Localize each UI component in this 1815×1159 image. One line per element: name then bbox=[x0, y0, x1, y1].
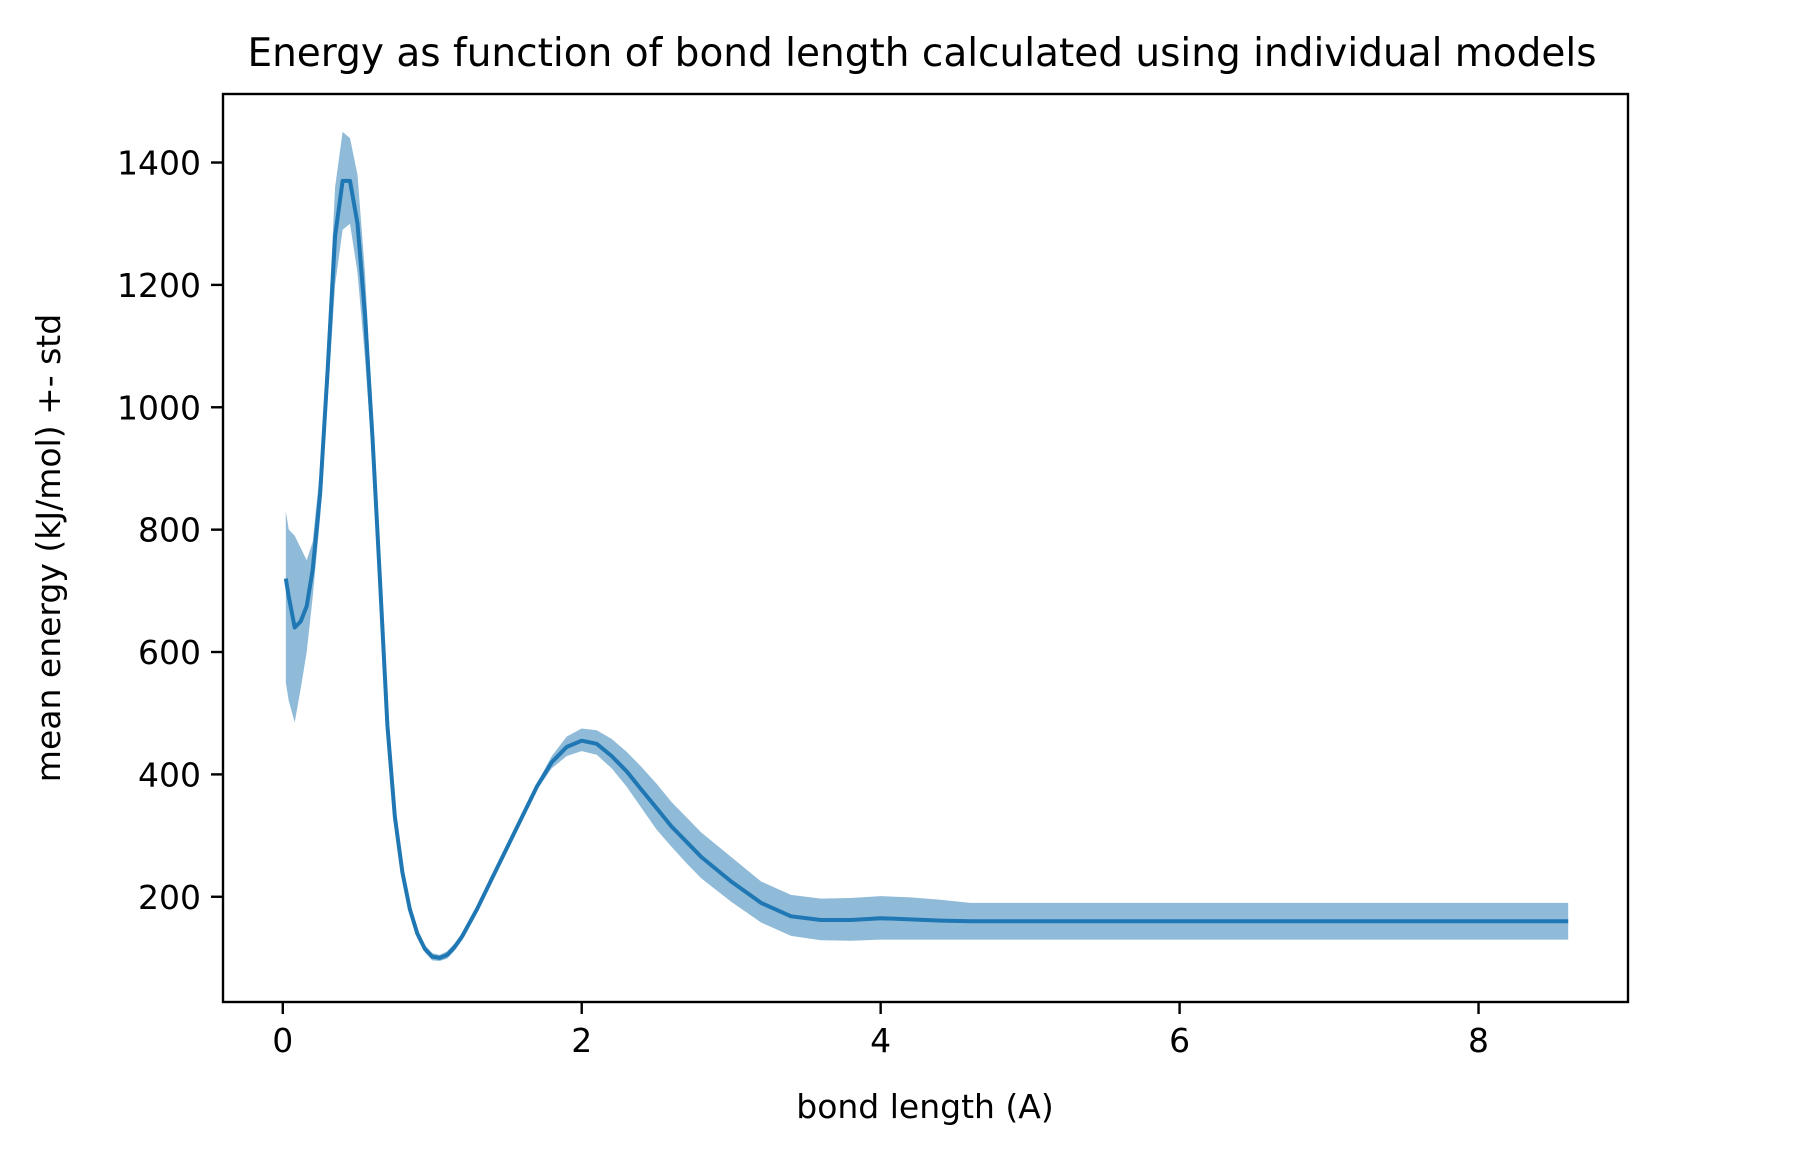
y-tick-label: 200 bbox=[138, 878, 201, 917]
y-tick-label: 1400 bbox=[117, 144, 201, 183]
x-tick-label: 4 bbox=[870, 1021, 891, 1060]
y-tick-label: 1200 bbox=[117, 266, 201, 305]
mean-energy-line bbox=[283, 178, 1569, 960]
x-tick-label: 8 bbox=[1468, 1021, 1489, 1060]
chart-title: Energy as function of bond length calcul… bbox=[247, 31, 1596, 76]
x-axis-label: bond length (A) bbox=[796, 1087, 1054, 1126]
y-tick-label: 800 bbox=[138, 511, 201, 550]
axes-frame bbox=[221, 92, 1630, 1004]
std-band bbox=[285, 131, 1569, 961]
x-tick-label: 0 bbox=[272, 1021, 293, 1060]
x-axis: 0 2 4 6 8 bbox=[272, 1002, 1489, 1060]
y-tick-label: 400 bbox=[138, 755, 201, 794]
y-axis: 200 400 600 800 1000 1200 1400 bbox=[117, 144, 223, 917]
plot-area bbox=[283, 131, 1569, 961]
y-tick-label: 1000 bbox=[117, 388, 201, 427]
y-tick-label: 600 bbox=[138, 633, 201, 672]
x-tick-label: 6 bbox=[1169, 1021, 1190, 1060]
y-axis-label: mean energy (kJ/mol) +- std bbox=[29, 314, 68, 782]
x-tick-label: 2 bbox=[571, 1021, 592, 1060]
